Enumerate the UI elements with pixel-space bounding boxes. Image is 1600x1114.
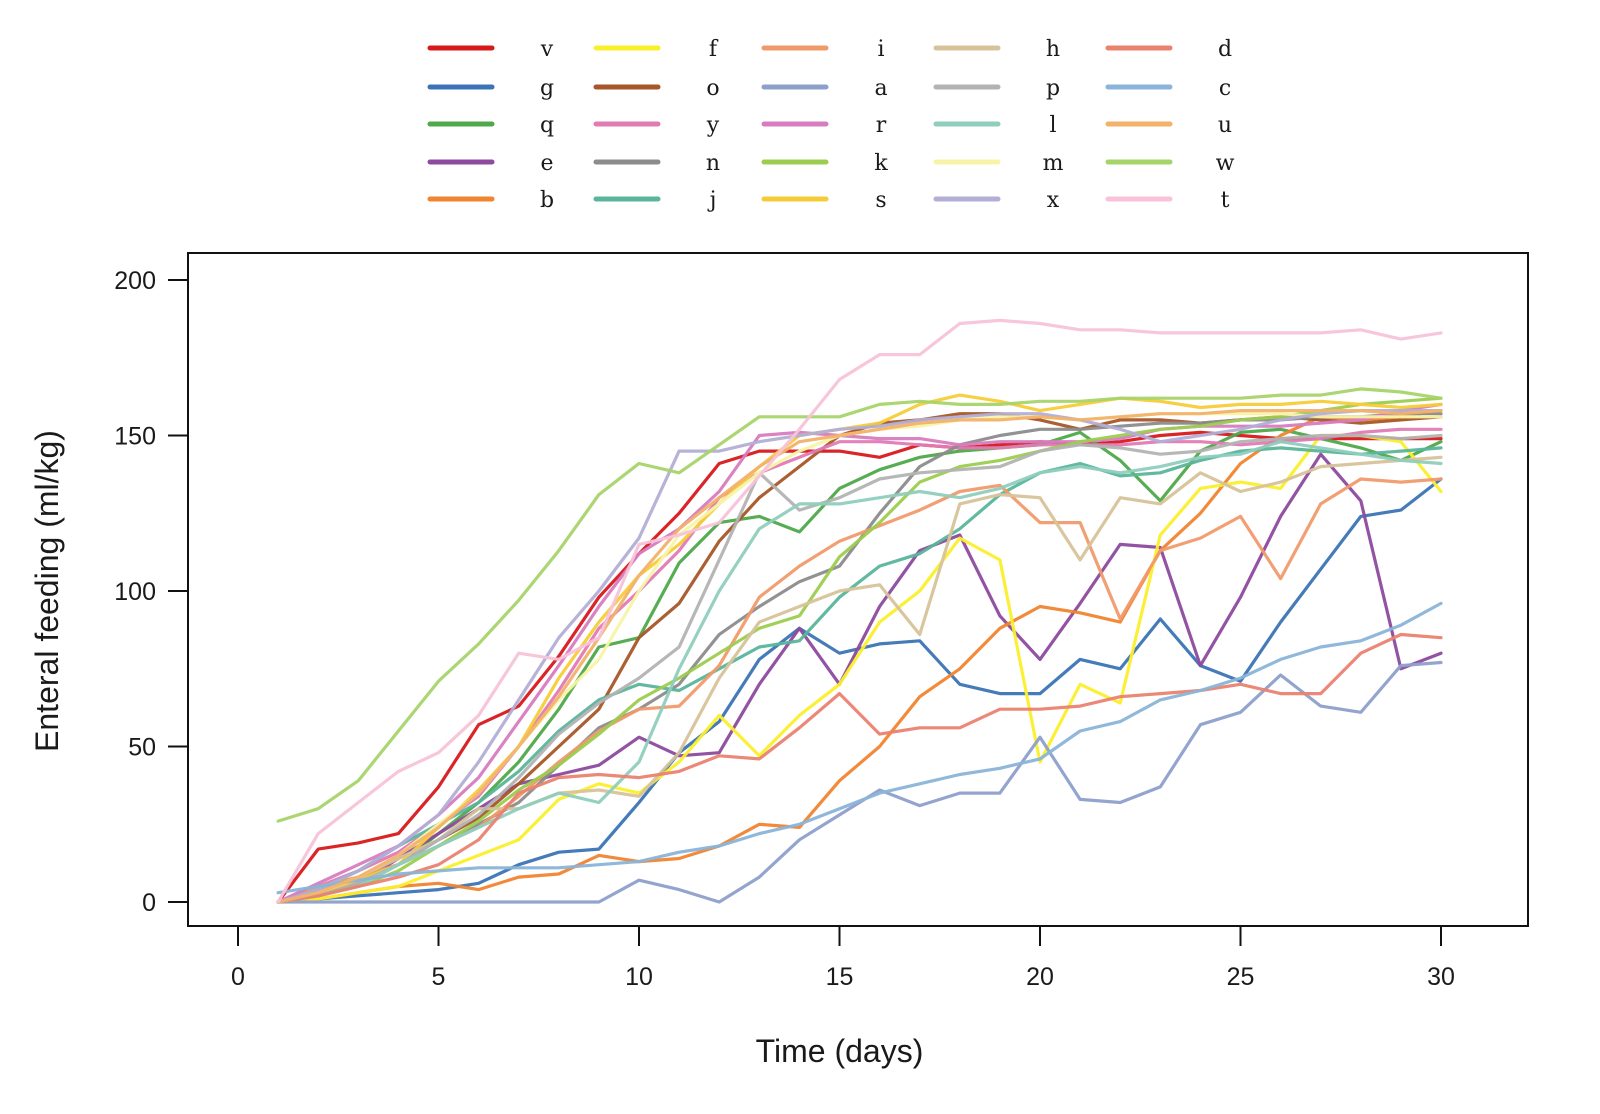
legend-label-y: y xyxy=(706,113,720,138)
legend-label-s: s xyxy=(875,188,886,213)
series-line-y xyxy=(276,427,1443,904)
legend-label-k: k xyxy=(874,151,888,176)
legend-label-a: a xyxy=(874,76,887,101)
legend-label-j: j xyxy=(707,188,717,213)
series-layer xyxy=(276,318,1443,904)
legend-label-q: q xyxy=(540,113,554,138)
legend-label-m: m xyxy=(1043,151,1064,176)
x-tick-label: 25 xyxy=(1227,963,1255,991)
x-tick-label: 0 xyxy=(231,963,245,991)
legend-label-t: t xyxy=(1221,188,1230,213)
series-line-l xyxy=(276,440,1443,904)
y-axis-title: Enteral feeding (ml/kg) xyxy=(29,430,65,752)
legend-label-r: r xyxy=(876,113,887,138)
x-tick-label: 10 xyxy=(625,963,653,991)
series-line-v xyxy=(276,430,1443,904)
legend-label-b: b xyxy=(540,188,554,213)
legend-label-w: w xyxy=(1216,151,1235,176)
y-tick-label: 200 xyxy=(114,267,156,295)
legend-label-g: g xyxy=(540,76,554,101)
series-line-h xyxy=(276,455,1443,904)
y-tick-label: 50 xyxy=(128,734,156,762)
series-line-d xyxy=(276,632,1443,904)
legend-label-d: d xyxy=(1218,37,1232,62)
legend-label-h: h xyxy=(1046,37,1060,62)
legend-label-o: o xyxy=(706,76,719,101)
series-line-c xyxy=(276,601,1443,895)
series-line-e xyxy=(276,452,1443,904)
legend-label-e: e xyxy=(540,151,553,176)
legend-label-i: i xyxy=(877,37,884,62)
y-axis: 0 50 100 150 200 xyxy=(114,267,189,917)
series-line-u xyxy=(276,409,1443,904)
legend-label-p: p xyxy=(1046,76,1060,101)
legend-label-u: u xyxy=(1218,113,1232,138)
legend-label-f: f xyxy=(709,37,719,62)
x-tick-label: 20 xyxy=(1026,963,1054,991)
series-line-f xyxy=(276,433,1443,904)
x-tick-label: 15 xyxy=(826,963,854,991)
y-tick-label: 100 xyxy=(114,578,156,606)
series-line-b xyxy=(276,409,1443,904)
y-tick-label: 0 xyxy=(142,889,156,917)
legend-label-l: l xyxy=(1049,113,1056,138)
legend-label-x: x xyxy=(1047,188,1060,213)
legend-label-v: v xyxy=(540,37,554,62)
x-axis: 0 5 10 15 20 25 30 xyxy=(231,925,1455,991)
x-tick-label: 5 xyxy=(432,963,446,991)
series-line-k xyxy=(276,396,1443,904)
x-tick-label: 30 xyxy=(1427,963,1455,991)
y-tick-label: 150 xyxy=(114,423,156,451)
series-line-p xyxy=(276,433,1443,904)
series-line-x xyxy=(276,409,1443,904)
series-line-t xyxy=(276,318,1443,904)
x-axis-title: Time (days) xyxy=(756,1033,924,1069)
legend-label-c: c xyxy=(1219,76,1231,101)
series-line-w xyxy=(276,387,1443,823)
legend-label-n: n xyxy=(706,151,720,176)
